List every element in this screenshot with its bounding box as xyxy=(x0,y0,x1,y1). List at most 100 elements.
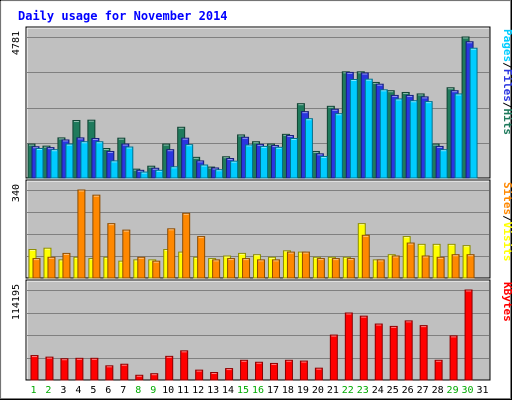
bar-pages-day-24 xyxy=(379,89,388,179)
x-label-day-8: 8 xyxy=(135,385,141,396)
side-label-part: Sites xyxy=(501,182,512,215)
x-label-day-22: 22 xyxy=(342,385,354,396)
bar-kbytes-day-12 xyxy=(195,369,204,381)
bar-pages-day-11 xyxy=(185,144,194,179)
x-label-day-4: 4 xyxy=(75,385,81,396)
bar-sites-day-16 xyxy=(257,259,266,279)
bar-sites-day-13 xyxy=(212,259,221,279)
bar-pages-day-2 xyxy=(50,149,59,179)
bar-kbytes-day-9 xyxy=(150,373,159,381)
bar-sites-day-1 xyxy=(32,258,41,279)
x-label-day-16: 16 xyxy=(252,385,264,396)
bar-kbytes-day-6 xyxy=(105,365,114,381)
side-label-part: / xyxy=(501,62,512,69)
bar-kbytes-day-18 xyxy=(284,359,293,381)
x-label-day-13: 13 xyxy=(207,385,219,396)
side-label-middle: Sites/Visits xyxy=(501,182,512,262)
x-label-day-15: 15 xyxy=(237,385,249,396)
bar-kbytes-day-20 xyxy=(314,367,323,381)
series-sites xyxy=(32,189,475,279)
x-label-day-10: 10 xyxy=(162,385,174,396)
bar-sites-day-19 xyxy=(301,251,310,279)
bar-pages-day-1 xyxy=(35,148,44,179)
bar-sites-day-7 xyxy=(122,229,131,279)
bar-pages-day-22 xyxy=(349,78,358,179)
x-label-day-25: 25 xyxy=(387,385,399,396)
x-label-day-11: 11 xyxy=(177,385,189,396)
bar-kbytes-day-5 xyxy=(90,357,99,381)
bar-kbytes-day-22 xyxy=(344,312,353,381)
side-label-part: / xyxy=(501,102,512,109)
bar-kbytes-day-15 xyxy=(240,359,249,381)
x-label-day-27: 27 xyxy=(417,385,429,396)
bar-sites-day-4 xyxy=(77,189,86,279)
side-label-part: Hits xyxy=(501,109,512,136)
x-label-day-1: 1 xyxy=(30,385,36,396)
bar-sites-day-21 xyxy=(331,258,340,279)
bar-sites-day-12 xyxy=(197,236,206,279)
bar-kbytes-day-11 xyxy=(180,350,189,381)
y-max-label: 114195 xyxy=(11,284,22,320)
x-label-day-21: 21 xyxy=(327,385,339,396)
bar-kbytes-day-29 xyxy=(449,335,458,381)
side-label-part: Files xyxy=(501,69,512,102)
side-label-part: Visits xyxy=(501,222,512,262)
bar-sites-day-8 xyxy=(137,256,146,279)
x-label-day-31: 31 xyxy=(476,385,488,396)
side-label-part: Pages xyxy=(501,29,512,62)
x-label-day-17: 17 xyxy=(267,385,279,396)
bar-kbytes-day-4 xyxy=(75,357,84,381)
bar-pages-day-28 xyxy=(439,149,448,179)
bar-pages-day-7 xyxy=(125,146,134,179)
bar-sites-day-29 xyxy=(451,254,460,279)
bar-kbytes-day-8 xyxy=(135,374,144,381)
y-max-label: 340 xyxy=(11,184,22,202)
bar-kbytes-day-10 xyxy=(165,355,174,381)
bar-sites-day-22 xyxy=(346,258,355,279)
x-axis-labels: 1 2 3 4 5 6 7 8 9 10 11 12 13 14 15 16 17 18 19 20 21 22 23 24 2… xyxy=(30,385,488,396)
side-label-part: KBytes xyxy=(501,282,512,322)
bar-sites-day-26 xyxy=(406,242,415,279)
y-max-label: 4781 xyxy=(11,31,22,55)
bar-pages-day-12 xyxy=(200,164,209,179)
series-kbytes xyxy=(30,289,473,381)
x-label-day-14: 14 xyxy=(222,385,234,396)
bar-sites-day-6 xyxy=(107,223,116,279)
bar-pages-day-4 xyxy=(80,141,89,179)
bar-kbytes-day-30 xyxy=(464,289,473,381)
x-label-day-3: 3 xyxy=(60,385,66,396)
x-label-day-24: 24 xyxy=(372,385,384,396)
bar-sites-day-23 xyxy=(361,234,370,279)
bar-sites-day-2 xyxy=(47,256,56,279)
bar-pages-day-6 xyxy=(110,160,119,179)
series-pages xyxy=(35,47,478,179)
bar-kbytes-day-25 xyxy=(389,325,398,381)
bar-pages-day-29 xyxy=(454,93,463,179)
bar-sites-day-10 xyxy=(167,228,176,279)
x-label-day-29: 29 xyxy=(447,385,459,396)
panel-visits-sites: 340 xyxy=(11,179,491,279)
bar-pages-day-25 xyxy=(394,98,403,179)
bar-kbytes-day-28 xyxy=(434,359,443,381)
x-label-day-5: 5 xyxy=(90,385,96,396)
bar-sites-day-15 xyxy=(242,258,251,279)
bar-kbytes-day-3 xyxy=(60,358,69,381)
bar-pages-day-13 xyxy=(215,169,224,179)
bar-pages-day-19 xyxy=(304,118,313,179)
chart-panels: 4781 340 114195 xyxy=(11,26,491,381)
bar-kbytes-day-21 xyxy=(329,334,338,381)
x-label-day-9: 9 xyxy=(150,385,156,396)
bar-kbytes-day-17 xyxy=(269,362,278,381)
bar-kbytes-day-2 xyxy=(45,356,54,381)
x-label-day-12: 12 xyxy=(192,385,204,396)
x-label-day-20: 20 xyxy=(312,385,324,396)
bar-sites-day-24 xyxy=(376,259,385,279)
x-label-day-7: 7 xyxy=(120,385,126,396)
panel-pages-files-hits: 4781 xyxy=(11,26,491,179)
bar-sites-day-5 xyxy=(92,194,101,279)
x-label-day-2: 2 xyxy=(45,385,51,396)
bar-sites-day-9 xyxy=(152,260,161,279)
bar-pages-day-15 xyxy=(245,144,254,179)
